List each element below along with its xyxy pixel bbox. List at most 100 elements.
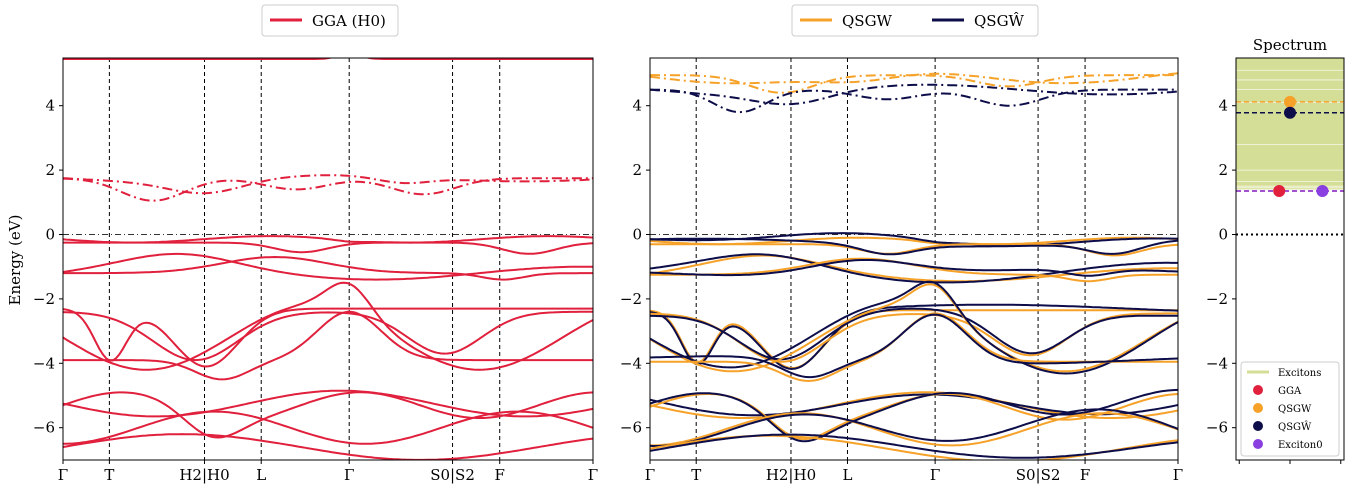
- x-tick-label: S0|S2: [430, 466, 475, 484]
- x-tick-label: Γ: [344, 466, 354, 484]
- panel-qsgw-bands: [650, 72, 1178, 460]
- spectrum-title: Spectrum: [1253, 36, 1327, 54]
- spectrum-point: [1316, 185, 1329, 198]
- x-tick-label: Γ: [588, 466, 598, 484]
- y-tick-label: −2: [1206, 290, 1228, 308]
- band-gga: [63, 307, 593, 368]
- panel-spectrum-y-ticks: 4 2 0 −2 −4 −6: [1206, 97, 1236, 437]
- legend-qsgw: QSGW QSGŴ: [791, 4, 1039, 37]
- y-tick-label: 2: [1218, 161, 1228, 179]
- band-gga-conduction: [63, 174, 593, 195]
- band-qsgw: [650, 412, 1178, 447]
- exciton-band: [1236, 58, 1344, 190]
- y-tick-label: −6: [33, 419, 55, 437]
- panel-qsgw: 4 2 0 −2 −4 −6 Γ T H2|H0 L Γ S0|S2 F Γ QSGW QSGŴ: [620, 4, 1183, 484]
- panel-gga: 4 2 0 −2 −4 −6 Γ T H2|H0 L Γ S0|S2 F Γ Energy (eV) G…: [6, 4, 598, 484]
- band-qsgw: [650, 257, 1178, 283]
- legend-swatch: [1253, 421, 1263, 431]
- band-qsgw-conduction: [650, 72, 1178, 85]
- band-gga: [63, 433, 593, 460]
- legend-gga: GGA (H0): [261, 4, 399, 37]
- band-gga: [63, 391, 593, 439]
- panel-spectrum: Spectrum 420−2−4−6 ExcitonsGGAQSGWQSGŴEx…: [1206, 36, 1345, 464]
- band-qsgwhat: [650, 280, 1178, 375]
- band-qsgwhat: [650, 303, 1178, 370]
- x-tick-label: H2|H0: [766, 466, 816, 484]
- spectrum-point: [1284, 106, 1296, 119]
- spectrum-point: [1273, 185, 1286, 198]
- band-gga: [63, 241, 593, 255]
- spectrum-point: [1284, 95, 1296, 108]
- band-gga: [63, 255, 593, 281]
- legend-label: Exciton0: [1278, 440, 1323, 451]
- y-tick-label: 4: [632, 97, 642, 115]
- band-gga-conduction: [63, 177, 593, 202]
- y-tick-label: 2: [45, 161, 55, 179]
- panel-spectrum-x-ticks: [1238, 460, 1342, 464]
- legend-label: QSGŴ: [1278, 421, 1312, 433]
- band-qsgw: [650, 254, 1178, 283]
- panel-qsgw-kpoint-lines: [650, 58, 1178, 460]
- band-qsgw: [650, 283, 1178, 373]
- legend-qsgw-label: QSGW: [842, 12, 893, 30]
- spectrum-body: [1236, 58, 1344, 236]
- band-gga: [63, 252, 593, 281]
- y-axis-label: Energy (eV): [6, 215, 24, 306]
- band-qsgwhat-conduction: [650, 88, 1178, 114]
- legend-qsgwhat-label: QSGŴ: [974, 12, 1025, 30]
- x-tick-label: L: [256, 466, 266, 484]
- band-qsgw: [650, 312, 1178, 363]
- band-qsgwhat-conduction: [650, 83, 1178, 106]
- band-qsgwhat: [650, 237, 1178, 256]
- band-qsgw: [650, 309, 1178, 370]
- x-tick-label: Γ: [645, 466, 655, 484]
- legend-label: GGA: [1278, 386, 1302, 397]
- x-tick-label: F: [1080, 466, 1090, 484]
- x-tick-label: F: [495, 466, 505, 484]
- legend-swatch: [1253, 439, 1263, 449]
- legend-swatch: [1253, 385, 1263, 395]
- panel-qsgw-y-ticks: 4 2 0 −2 −4 −6: [620, 97, 650, 437]
- band-qsgwhat: [650, 259, 1178, 277]
- band-gga: [63, 410, 593, 445]
- band-gga: [63, 281, 593, 371]
- y-tick-label: −2: [620, 290, 642, 308]
- y-tick-label: 4: [1218, 97, 1228, 115]
- x-tick-label: S0|S2: [1016, 466, 1061, 484]
- x-tick-label: T: [691, 466, 701, 484]
- y-tick-label: 0: [45, 226, 55, 244]
- panel-gga-frame: [62, 57, 594, 461]
- y-tick-label: −4: [620, 354, 642, 372]
- band-qsgwhat: [650, 307, 1178, 361]
- y-tick-label: 4: [45, 97, 55, 115]
- y-tick-label: 2: [632, 161, 642, 179]
- x-tick-label: L: [842, 466, 852, 484]
- x-tick-label: Γ: [1173, 466, 1183, 484]
- y-tick-label: −2: [33, 290, 55, 308]
- x-tick-label: H2|H0: [179, 466, 229, 484]
- legend-gga-label: GGA (H0): [312, 12, 386, 30]
- legend-label: Excitons: [1278, 368, 1321, 379]
- x-tick-label: T: [104, 466, 114, 484]
- x-tick-label: Γ: [930, 466, 940, 484]
- band-qsgw: [650, 243, 1178, 257]
- spectrum-legend: Excitons GGA QSGW QSGŴ Exciton0: [1240, 361, 1340, 457]
- legend-swatch: [1253, 403, 1263, 413]
- y-tick-label: 0: [1218, 226, 1228, 244]
- panel-qsgw-frame: [649, 57, 1179, 461]
- panel-qsgw-x-ticks: Γ T H2|H0 L Γ S0|S2 F Γ: [645, 460, 1183, 484]
- y-tick-label: −4: [33, 354, 55, 372]
- y-tick-label: −6: [620, 419, 642, 437]
- band-qsgwhat: [650, 253, 1178, 284]
- y-tick-label: 0: [632, 226, 642, 244]
- panel-gga-kpoint-lines: [63, 58, 593, 460]
- band-gga: [63, 310, 593, 381]
- legend-label: QSGW: [1278, 404, 1312, 415]
- panel-gga-y-ticks: 4 2 0 −2 −4 −6: [33, 97, 63, 437]
- band-qsgwhat: [650, 388, 1178, 443]
- band-gga: [63, 310, 593, 362]
- y-tick-label: −6: [1206, 419, 1228, 437]
- panel-gga-bands: [63, 58, 593, 460]
